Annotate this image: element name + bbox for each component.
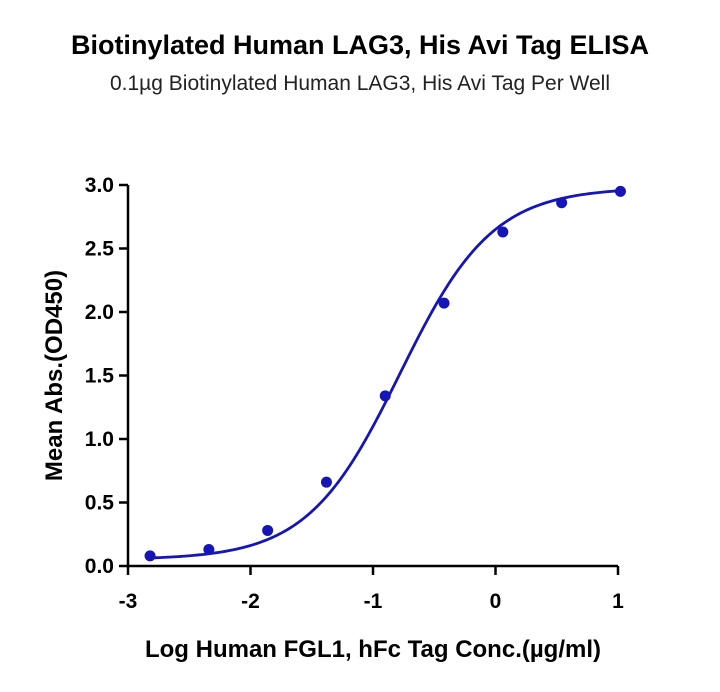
data-point xyxy=(144,550,156,562)
data-point xyxy=(556,197,568,209)
data-point xyxy=(203,543,215,555)
fit-curve-layer xyxy=(149,189,621,560)
y-tick-label: 0.5 xyxy=(85,492,115,515)
y-axis-label: Mean Abs.(OD450) xyxy=(41,270,68,481)
y-tick-label: 0.0 xyxy=(85,555,114,578)
x-tick-label: 0 xyxy=(490,590,502,613)
data-point xyxy=(320,476,332,488)
data-point xyxy=(497,226,509,238)
data-points-layer xyxy=(144,185,626,562)
data-point xyxy=(262,524,274,536)
axes xyxy=(119,183,620,575)
x-axis-label: Log Human FGL1, hFc Tag Conc.(µg/ml) xyxy=(145,636,601,663)
x-tick-label: -2 xyxy=(241,590,260,613)
y-tick-label: 2.5 xyxy=(85,238,115,261)
data-point xyxy=(438,297,450,309)
tick-labels-layer: 0.0 0.5 1.0 1.5 2.0 2.5 3.0 -3 -2 -1 0 1 xyxy=(85,174,624,613)
x-tick-label: 1 xyxy=(612,590,624,613)
x-tick-label: -3 xyxy=(119,590,138,613)
y-tick-label: 2.0 xyxy=(85,301,114,324)
y-tick-label: 1.5 xyxy=(85,365,115,388)
fit-curve-line xyxy=(149,189,621,560)
data-point xyxy=(379,390,391,402)
x-tick-label: -1 xyxy=(364,590,383,613)
y-tick-label: 3.0 xyxy=(85,174,114,197)
chart-subtitle: 0.1µg Biotinylated Human LAG3, His Avi T… xyxy=(109,72,611,95)
chart-title: Biotinylated Human LAG3, His Avi Tag ELI… xyxy=(70,30,650,60)
data-point xyxy=(614,185,626,197)
y-tick-label: 1.0 xyxy=(85,428,114,451)
